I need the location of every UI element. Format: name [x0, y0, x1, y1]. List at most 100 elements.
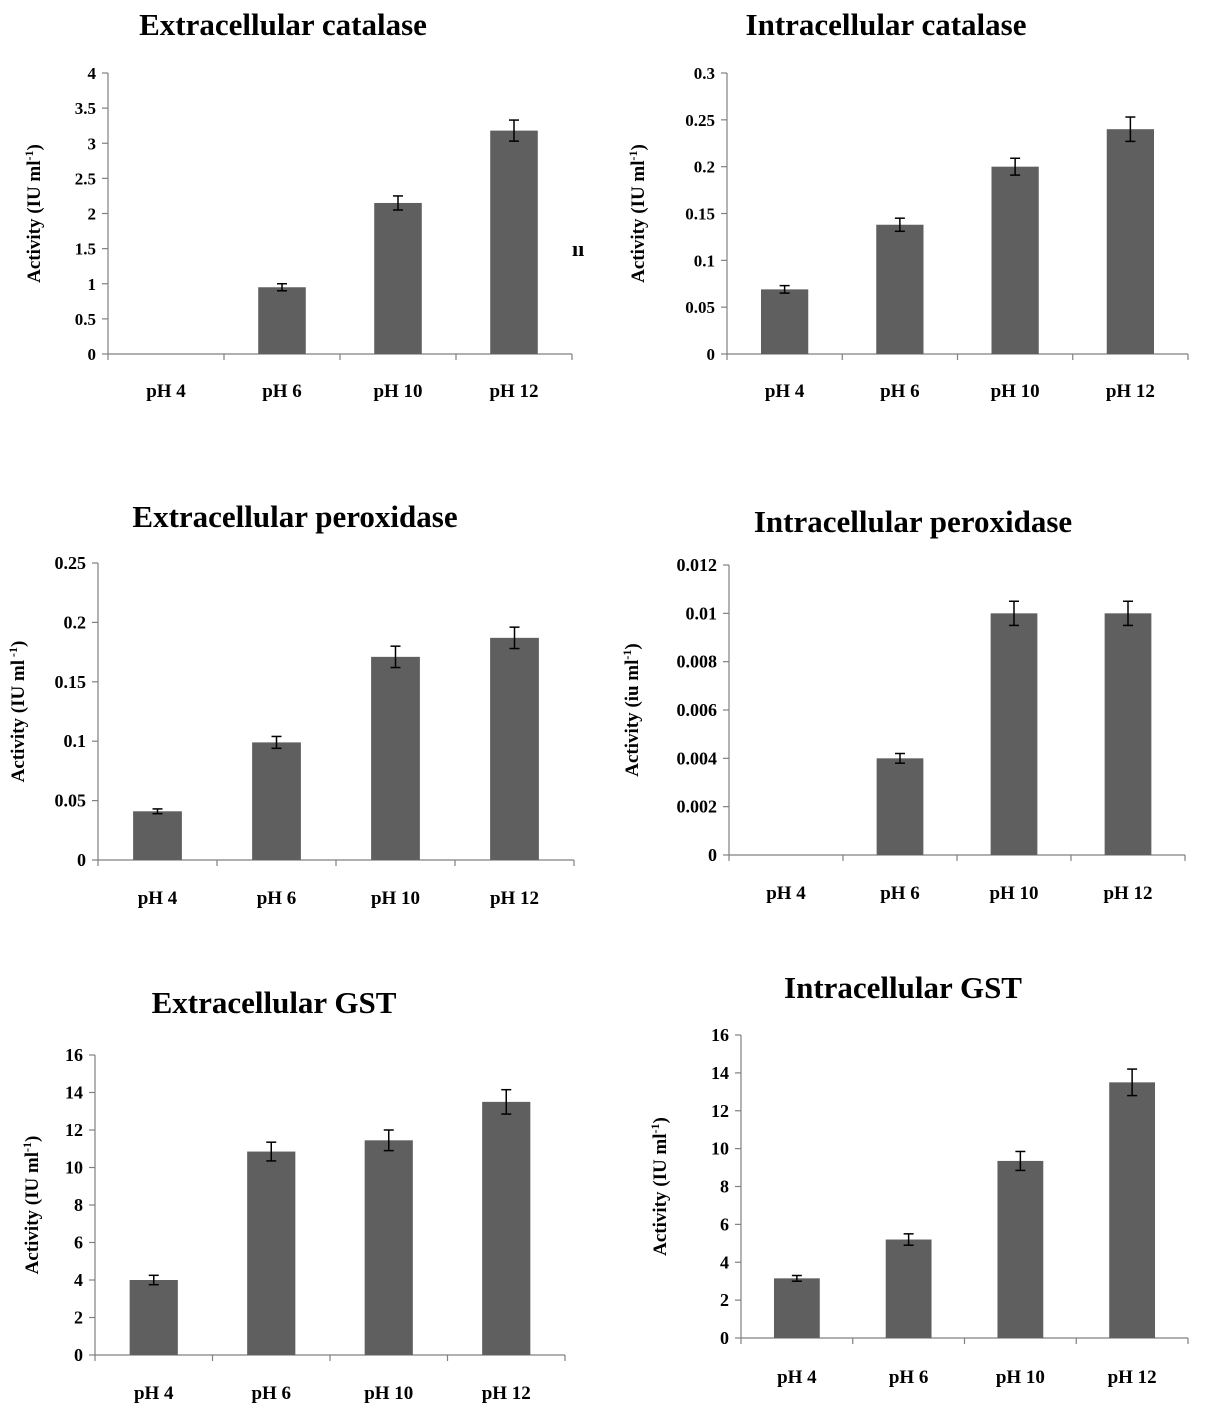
x-tick-label: pH 4	[134, 1383, 174, 1404]
y-axis-label-text: Activity (IU ml	[24, 160, 45, 282]
y-tick-label: 1.5	[75, 240, 96, 259]
bar	[490, 637, 539, 860]
y-axis-label-text: Activity (IU ml	[22, 1152, 43, 1274]
x-tick-label: pH 4	[766, 883, 806, 904]
y-tick-label: 2.5	[75, 169, 96, 188]
x-tick-label: pH 12	[1106, 381, 1155, 402]
y-tick-label: 0.15	[55, 672, 87, 692]
y-tick-label: 2	[74, 1308, 83, 1328]
bar	[258, 287, 306, 354]
y-tick-label: 4	[88, 64, 97, 83]
y-axis-label-close: )	[628, 144, 649, 150]
x-tick-label: pH 6	[251, 1383, 291, 1404]
bar	[1104, 613, 1152, 855]
y-tick-label: 0.2	[694, 158, 715, 177]
stray-text: ıı	[572, 236, 585, 261]
y-tick-label: 0	[77, 850, 86, 870]
y-axis-label-sup: -1	[626, 150, 640, 160]
bar	[482, 1101, 531, 1355]
y-tick-label: 0.15	[685, 205, 715, 224]
y-tick-label: 0.2	[64, 612, 87, 632]
y-axis-label-sup: -1	[648, 1123, 662, 1133]
y-tick-label: 0.3	[694, 64, 715, 83]
y-axis-label-sup: -1	[20, 1142, 34, 1152]
y-tick-label: 8	[74, 1195, 83, 1215]
y-tick-label: 0.008	[677, 652, 718, 672]
y-tick-label: 16	[711, 1025, 729, 1045]
x-tick-label: pH 12	[490, 888, 539, 909]
y-tick-label: 1	[88, 275, 97, 294]
bar	[1109, 1082, 1156, 1338]
y-tick-label: 0.5	[75, 310, 96, 329]
bar	[1106, 129, 1155, 354]
bar	[876, 758, 924, 855]
chart-title: Extracellular GST	[152, 985, 397, 1020]
chart-title: Extracellular catalase	[139, 7, 427, 42]
bar	[991, 166, 1039, 354]
y-axis-label: Activity (IU ml-1)	[22, 144, 45, 283]
x-tick-label: pH 10	[996, 1367, 1045, 1388]
y-tick-label: 0	[88, 345, 97, 364]
chart-title: Extracellular peroxidase	[132, 499, 457, 534]
bar	[247, 1151, 296, 1355]
bar	[990, 613, 1038, 855]
x-tick-label: pH 4	[777, 1367, 817, 1388]
chart-title: Intracellular peroxidase	[754, 504, 1072, 539]
y-tick-label: 6	[720, 1214, 729, 1234]
y-tick-label: 0.012	[677, 555, 718, 575]
x-tick-label: pH 4	[138, 888, 178, 909]
y-tick-label: 0.05	[685, 298, 715, 317]
x-tick-label: pH 6	[257, 888, 297, 909]
y-tick-label: 0	[720, 1328, 729, 1348]
y-tick-label: 0.25	[685, 111, 715, 130]
y-axis-label-close: )	[24, 144, 45, 150]
x-tick-label: pH 6	[262, 381, 302, 402]
y-tick-label: 0.004	[677, 748, 718, 768]
chart-panel: Intracellular GST 0 2 4 6 8 10 12 14 16 Activity (…	[648, 970, 1189, 1388]
x-tick-label: pH 10	[373, 381, 422, 402]
bar	[773, 1278, 820, 1338]
chart-panel: Extracellular catalase 0 0.5 1 1.5 2 2.5 3 3.5 4 A…	[22, 7, 573, 402]
y-tick-label: 0	[707, 345, 716, 364]
y-tick-label: 4	[74, 1270, 83, 1290]
x-tick-label: pH 6	[880, 883, 920, 904]
y-axis-label-text: Activity (iu ml	[622, 660, 643, 777]
x-tick-label: pH 6	[889, 1367, 929, 1388]
y-tick-label: 0	[74, 1345, 83, 1365]
y-axis-label-text: Activity (IU ml	[8, 660, 29, 782]
y-tick-label: 10	[65, 1158, 83, 1178]
x-tick-label: pH 10	[364, 1383, 413, 1404]
x-tick-label: pH 10	[989, 883, 1038, 904]
y-tick-label: 12	[711, 1101, 729, 1121]
y-tick-label: 0.006	[677, 700, 718, 720]
y-tick-label: 3.5	[75, 99, 96, 118]
y-axis-label-close: )	[622, 643, 643, 649]
y-axis-label: Activity (IU ml-1)	[626, 144, 649, 283]
y-tick-label: 0.1	[694, 251, 715, 270]
y-tick-label: 10	[711, 1139, 729, 1159]
y-axis-label: Activity (IU ml-1)	[20, 1136, 43, 1275]
y-axis-label: Activity (IU ml-1)	[648, 1117, 671, 1256]
y-tick-label: 4	[720, 1252, 729, 1272]
y-axis-label: Activity (IU ml -1)	[6, 641, 29, 783]
chart-title: Intracellular GST	[784, 970, 1022, 1005]
bar	[374, 202, 422, 354]
y-tick-label: 0.01	[686, 603, 718, 623]
y-tick-label: 0.1	[64, 731, 87, 751]
chart-title: Intracellular catalase	[746, 7, 1027, 42]
bar	[490, 130, 538, 354]
y-tick-label: 8	[720, 1177, 729, 1197]
x-tick-label: pH 4	[146, 381, 186, 402]
bar	[876, 224, 924, 354]
chart-panel: Extracellular peroxidase 0 0.05 0.1 0.15 0.2 0…	[6, 499, 575, 909]
y-axis-label-close: )	[650, 1117, 671, 1123]
x-tick-label: pH 10	[371, 888, 420, 909]
y-tick-label: 6	[74, 1233, 83, 1253]
y-tick-label: 0	[708, 845, 717, 865]
y-tick-label: 14	[65, 1083, 83, 1103]
bar	[997, 1160, 1044, 1338]
y-tick-label: 14	[711, 1063, 729, 1083]
bar	[885, 1239, 932, 1338]
